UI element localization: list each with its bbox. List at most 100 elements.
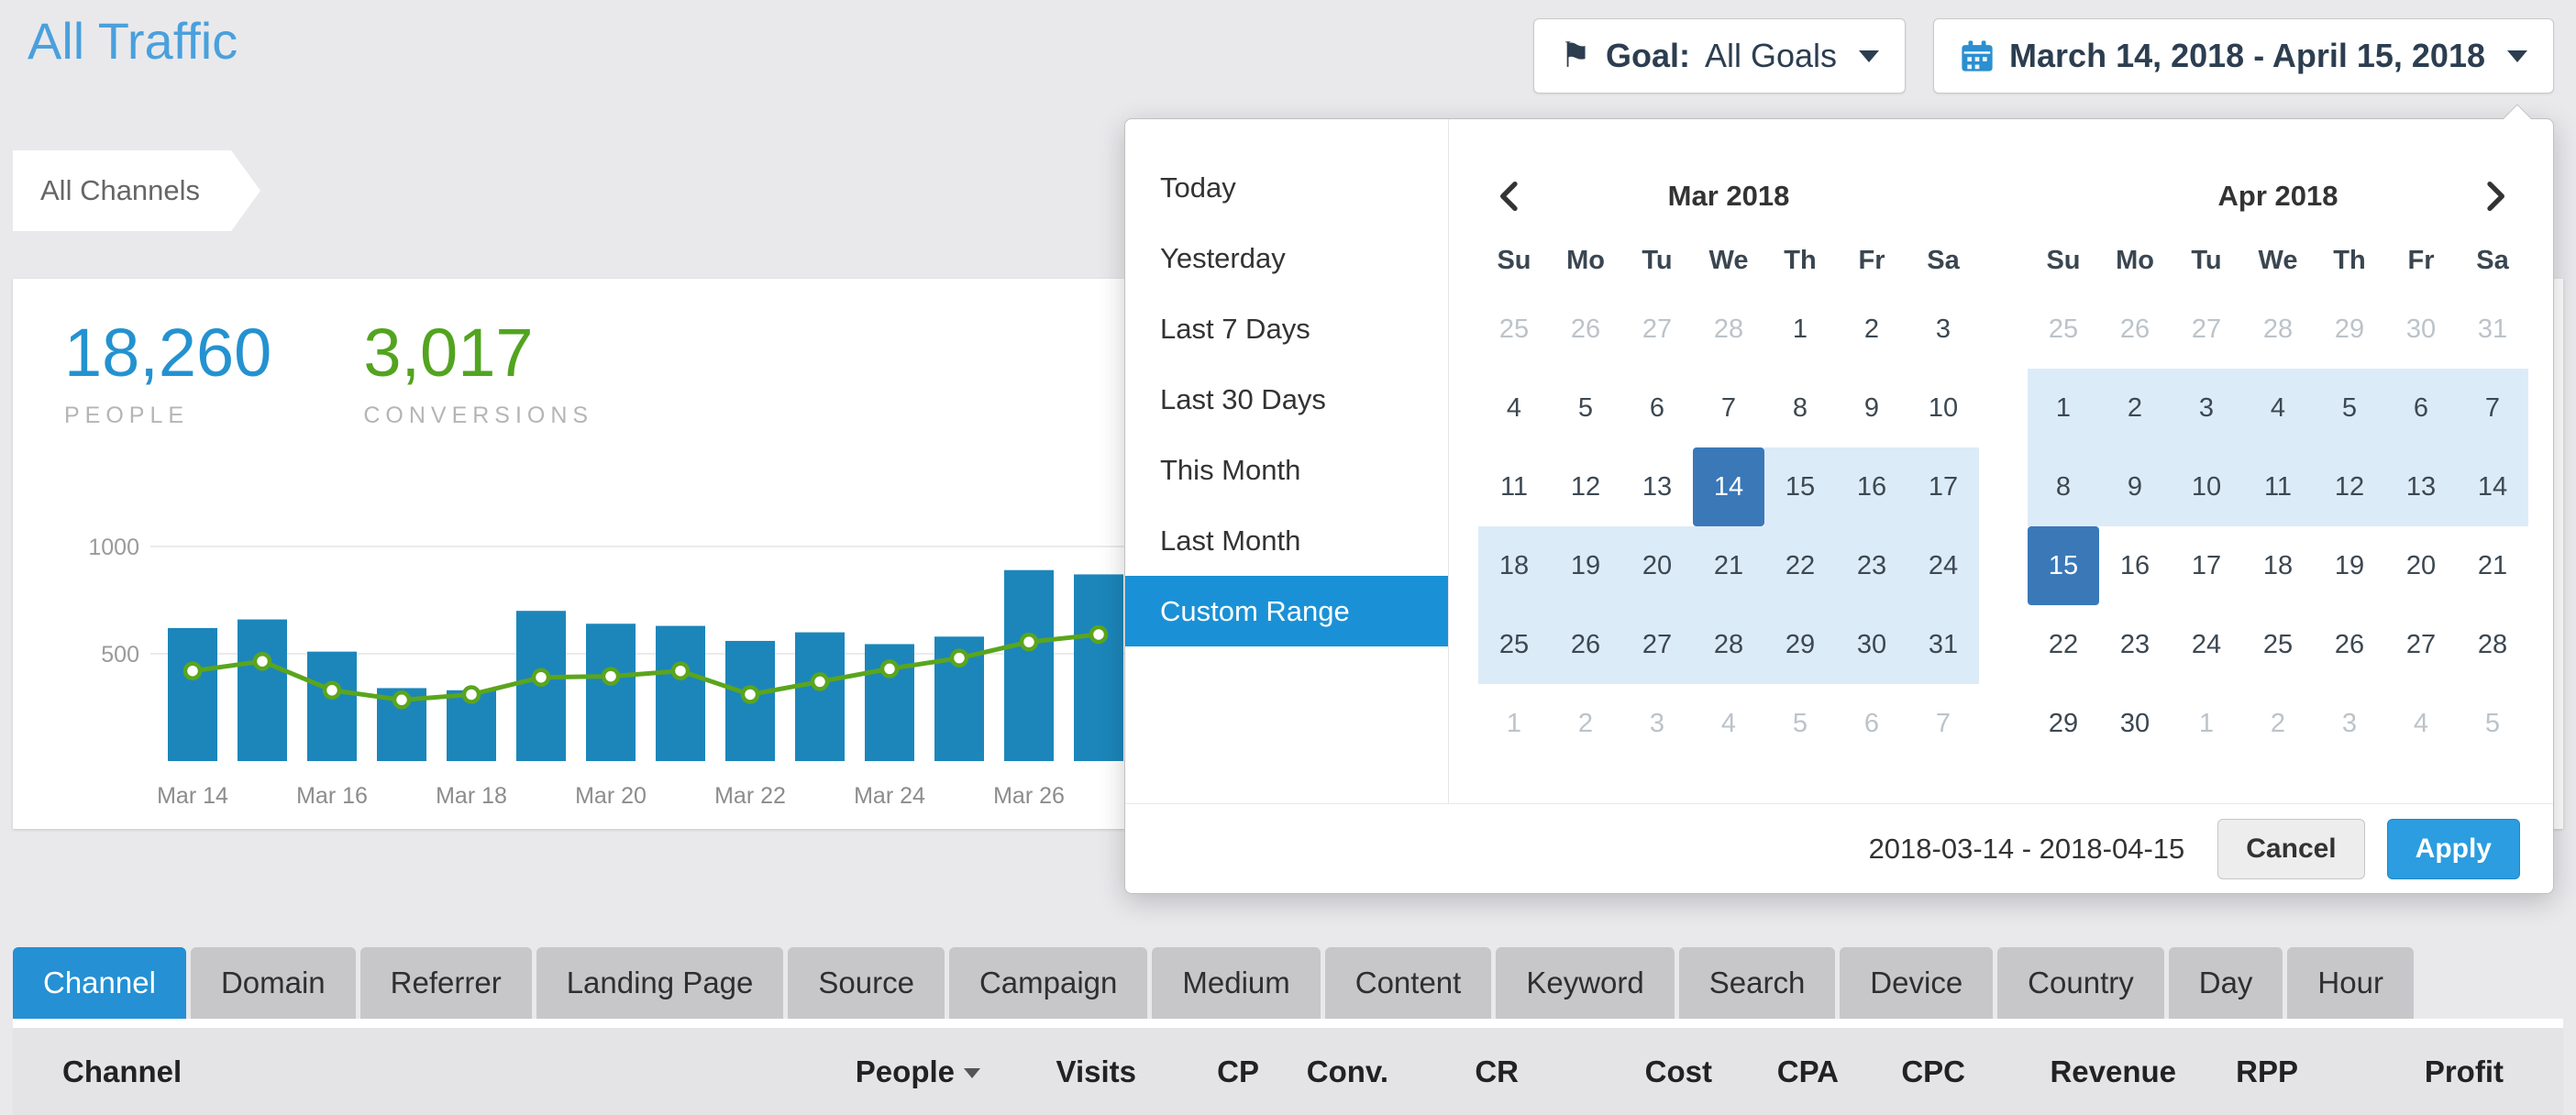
day-cell-1[interactable]: 1 bbox=[2198, 708, 2215, 738]
bar-mar-20[interactable] bbox=[586, 624, 636, 761]
day-cell-25[interactable]: 25 bbox=[2262, 629, 2294, 659]
line-marker[interactable] bbox=[322, 680, 342, 701]
day-cell-28[interactable]: 28 bbox=[2262, 314, 2294, 344]
day-cell-17[interactable]: 17 bbox=[1907, 447, 1979, 526]
preset-last-7-days[interactable]: Last 7 Days bbox=[1160, 312, 1310, 345]
day-cell-3[interactable]: 3 bbox=[1649, 708, 1665, 738]
day-cell-22[interactable]: 22 bbox=[1764, 526, 1836, 605]
day-cell-8[interactable]: 8 bbox=[1792, 392, 1808, 423]
cancel-button[interactable]: Cancel bbox=[2217, 818, 2365, 879]
tab-landing-page[interactable]: Landing Page bbox=[536, 947, 784, 1019]
breadcrumb-all-channels[interactable]: All Channels bbox=[13, 150, 260, 231]
day-cell-14[interactable]: 14 bbox=[1693, 447, 1764, 526]
day-cell-25[interactable]: 25 bbox=[2048, 314, 2079, 344]
line-marker[interactable] bbox=[182, 661, 203, 680]
bar-mar-23[interactable] bbox=[795, 632, 845, 761]
tab-content[interactable]: Content bbox=[1324, 947, 1492, 1019]
column-header-profit[interactable]: Profit bbox=[2298, 1054, 2504, 1089]
bar-mar-21[interactable] bbox=[656, 625, 705, 761]
column-header-people[interactable]: People bbox=[797, 1054, 980, 1089]
day-cell-30[interactable]: 30 bbox=[2405, 314, 2437, 344]
day-cell-1[interactable]: 1 bbox=[1792, 314, 1808, 344]
calendar-next-icon[interactable] bbox=[2476, 178, 2513, 215]
column-header-visits[interactable]: Visits bbox=[980, 1054, 1136, 1089]
preset-last-30-days[interactable]: Last 30 Days bbox=[1160, 382, 1326, 415]
day-cell-5[interactable]: 5 bbox=[2314, 369, 2385, 447]
line-marker[interactable] bbox=[810, 672, 830, 691]
day-cell-28[interactable]: 28 bbox=[2477, 629, 2508, 659]
day-cell-24[interactable]: 24 bbox=[2191, 629, 2222, 659]
line-marker[interactable] bbox=[461, 685, 481, 704]
day-cell-29[interactable]: 29 bbox=[1764, 605, 1836, 684]
day-cell-30[interactable]: 30 bbox=[1836, 605, 1907, 684]
day-cell-30[interactable]: 30 bbox=[2119, 708, 2150, 738]
day-cell-23[interactable]: 23 bbox=[2119, 629, 2150, 659]
line-marker[interactable] bbox=[740, 685, 760, 704]
day-cell-17[interactable]: 17 bbox=[2191, 550, 2222, 580]
day-cell-26[interactable]: 26 bbox=[2119, 314, 2150, 344]
tab-keyword[interactable]: Keyword bbox=[1496, 947, 1675, 1019]
line-marker[interactable] bbox=[601, 667, 621, 686]
day-cell-3[interactable]: 3 bbox=[2171, 369, 2242, 447]
day-cell-6[interactable]: 6 bbox=[2385, 369, 2457, 447]
day-cell-24[interactable]: 24 bbox=[1907, 526, 1979, 605]
day-cell-26[interactable]: 26 bbox=[1570, 314, 1601, 344]
preset-today[interactable]: Today bbox=[1160, 171, 1236, 204]
day-cell-4[interactable]: 4 bbox=[2413, 708, 2429, 738]
date-range-button[interactable]: March 14, 2018 - April 15, 2018 bbox=[1933, 18, 2554, 94]
column-header-cpc[interactable]: CPC bbox=[1839, 1054, 1965, 1089]
day-cell-29[interactable]: 29 bbox=[2048, 708, 2079, 738]
day-cell-18[interactable]: 18 bbox=[2262, 550, 2294, 580]
day-cell-28[interactable]: 28 bbox=[1713, 314, 1744, 344]
column-header-cp[interactable]: CP bbox=[1136, 1054, 1259, 1089]
line-marker[interactable] bbox=[949, 648, 969, 668]
goal-selector-button[interactable]: ⚑ Goal: All Goals bbox=[1532, 18, 1907, 94]
day-cell-12[interactable]: 12 bbox=[1570, 471, 1601, 502]
day-cell-2[interactable]: 2 bbox=[1863, 314, 1880, 344]
day-cell-7[interactable]: 7 bbox=[2457, 369, 2528, 447]
day-cell-21[interactable]: 21 bbox=[1693, 526, 1764, 605]
day-cell-25[interactable]: 25 bbox=[1498, 314, 1530, 344]
tab-campaign[interactable]: Campaign bbox=[948, 947, 1148, 1019]
day-cell-20[interactable]: 20 bbox=[2405, 550, 2437, 580]
line-marker[interactable] bbox=[1019, 632, 1039, 652]
tab-day[interactable]: Day bbox=[2168, 947, 2283, 1019]
bar-mar-15[interactable] bbox=[238, 619, 287, 761]
line-marker[interactable] bbox=[670, 661, 691, 680]
day-cell-31[interactable]: 31 bbox=[1907, 605, 1979, 684]
tab-country[interactable]: Country bbox=[1997, 947, 2164, 1019]
line-marker[interactable] bbox=[879, 659, 900, 679]
bar-mar-26[interactable] bbox=[1004, 569, 1054, 761]
day-cell-6[interactable]: 6 bbox=[1649, 392, 1665, 423]
day-cell-4[interactable]: 4 bbox=[1506, 392, 1522, 423]
day-cell-19[interactable]: 19 bbox=[1550, 526, 1621, 605]
tab-medium[interactable]: Medium bbox=[1152, 947, 1321, 1019]
day-cell-31[interactable]: 31 bbox=[2477, 314, 2508, 344]
day-cell-9[interactable]: 9 bbox=[1863, 392, 1880, 423]
day-cell-26[interactable]: 26 bbox=[2334, 629, 2365, 659]
bar-mar-16[interactable] bbox=[307, 651, 357, 761]
day-cell-11[interactable]: 11 bbox=[2242, 447, 2314, 526]
bar-mar-27[interactable] bbox=[1074, 574, 1123, 761]
day-cell-10[interactable]: 10 bbox=[2171, 447, 2242, 526]
preset-yesterday[interactable]: Yesterday bbox=[1160, 241, 1286, 274]
day-cell-28[interactable]: 28 bbox=[1693, 605, 1764, 684]
day-cell-25[interactable]: 25 bbox=[1478, 605, 1550, 684]
day-cell-22[interactable]: 22 bbox=[2048, 629, 2079, 659]
preset-this-month[interactable]: This Month bbox=[1160, 453, 1301, 486]
day-cell-1[interactable]: 1 bbox=[2028, 369, 2099, 447]
day-cell-3[interactable]: 3 bbox=[1935, 314, 1951, 344]
line-marker[interactable] bbox=[392, 690, 412, 710]
day-cell-7[interactable]: 7 bbox=[1935, 708, 1951, 738]
day-cell-27[interactable]: 27 bbox=[2191, 314, 2222, 344]
column-header-rpp[interactable]: RPP bbox=[2176, 1054, 2298, 1089]
column-header-revenue[interactable]: Revenue bbox=[1965, 1054, 2176, 1089]
day-cell-2[interactable]: 2 bbox=[2270, 708, 2286, 738]
line-marker[interactable] bbox=[1089, 624, 1109, 645]
tab-domain[interactable]: Domain bbox=[190, 947, 356, 1019]
day-cell-5[interactable]: 5 bbox=[1577, 392, 1594, 423]
column-header-channel[interactable]: Channel bbox=[13, 1054, 797, 1089]
day-cell-13[interactable]: 13 bbox=[2385, 447, 2457, 526]
column-header-cpa[interactable]: CPA bbox=[1712, 1054, 1839, 1089]
day-cell-21[interactable]: 21 bbox=[2477, 550, 2508, 580]
